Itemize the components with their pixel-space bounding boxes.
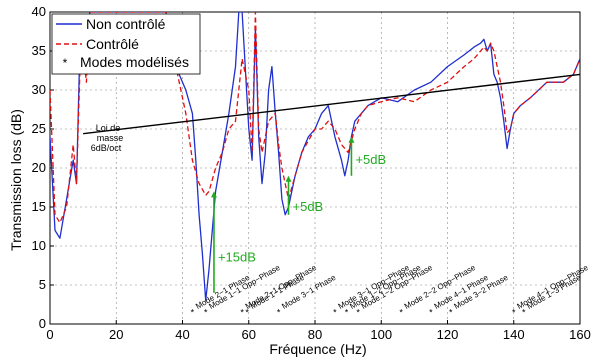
y-tick-label: 10 bbox=[32, 238, 46, 253]
annotations-layer: +15dB +5dB +5dB bbox=[210, 136, 386, 293]
mass-law-label: masse bbox=[97, 133, 124, 143]
x-tick-label: 40 bbox=[175, 327, 189, 342]
mode-star: * bbox=[204, 307, 208, 317]
series-line-1 bbox=[50, 12, 580, 224]
y-tick-label: 20 bbox=[32, 160, 46, 175]
y-tick-label: 30 bbox=[32, 82, 46, 97]
gain-arrow-head bbox=[210, 191, 217, 198]
legend-marker-modes: * bbox=[63, 56, 68, 70]
series-line-0 bbox=[50, 12, 580, 302]
legend-label-controle: Contrôlé bbox=[86, 36, 139, 52]
series-layer bbox=[50, 12, 580, 302]
x-tick-label: 140 bbox=[503, 327, 525, 342]
y-tick-label: 35 bbox=[32, 43, 46, 58]
mode-star: * bbox=[240, 307, 244, 317]
axes: 0 20 40 60 80 100 120 140 160 0 5 10 15 20 25 30 35 40 bbox=[32, 4, 591, 342]
gain-label: +5dB bbox=[355, 152, 386, 167]
x-tick-label: 20 bbox=[109, 327, 123, 342]
x-tick-label: 100 bbox=[370, 327, 392, 342]
mode-star: * bbox=[333, 307, 337, 317]
y-tick-label: 40 bbox=[32, 4, 46, 19]
mode-star: * bbox=[429, 307, 433, 317]
x-tick-label: 80 bbox=[308, 327, 322, 342]
y-tick-label: 5 bbox=[39, 277, 46, 292]
modes-layer: *Mode 2−1 Phase*Mode 1−1 Opp−Phase*Mode … bbox=[191, 263, 591, 318]
legend-label-non-controle: Non contrôlé bbox=[86, 16, 166, 32]
gain-label: +15dB bbox=[218, 250, 256, 265]
y-axis-label: Transmission loss (dB) bbox=[8, 109, 24, 251]
mode-star: * bbox=[522, 307, 526, 317]
mode-star: * bbox=[356, 307, 360, 317]
legend-label-modes: Modes modélisés bbox=[80, 54, 189, 70]
x-tick-label: 120 bbox=[437, 327, 459, 342]
x-tick-label: 60 bbox=[242, 327, 256, 342]
mode-star: * bbox=[512, 307, 516, 317]
mass-law-label: 6dB/oct bbox=[91, 143, 122, 153]
mass-law-label: Loi de bbox=[96, 123, 121, 133]
mode-star: * bbox=[277, 307, 281, 317]
y-tick-label: 0 bbox=[39, 316, 46, 331]
gain-label: +5dB bbox=[293, 199, 324, 214]
mode-star: * bbox=[245, 307, 249, 317]
x-axis-label: Fréquence (Hz) bbox=[269, 341, 366, 357]
gain-arrow-head bbox=[348, 136, 355, 143]
x-tick-label: 160 bbox=[569, 327, 591, 342]
gain-arrow-head bbox=[285, 175, 292, 182]
mode-star: * bbox=[191, 307, 195, 317]
y-tick-label: 25 bbox=[32, 121, 46, 136]
mode-star: * bbox=[399, 307, 403, 317]
mode-star: * bbox=[345, 307, 349, 317]
x-tick-label: 0 bbox=[46, 327, 53, 342]
series-line-2 bbox=[83, 73, 580, 135]
y-tick-label: 15 bbox=[32, 199, 46, 214]
legend: Non contrôlé Contrôlé * Modes modélisés bbox=[51, 13, 201, 75]
mode-star: * bbox=[449, 307, 453, 317]
